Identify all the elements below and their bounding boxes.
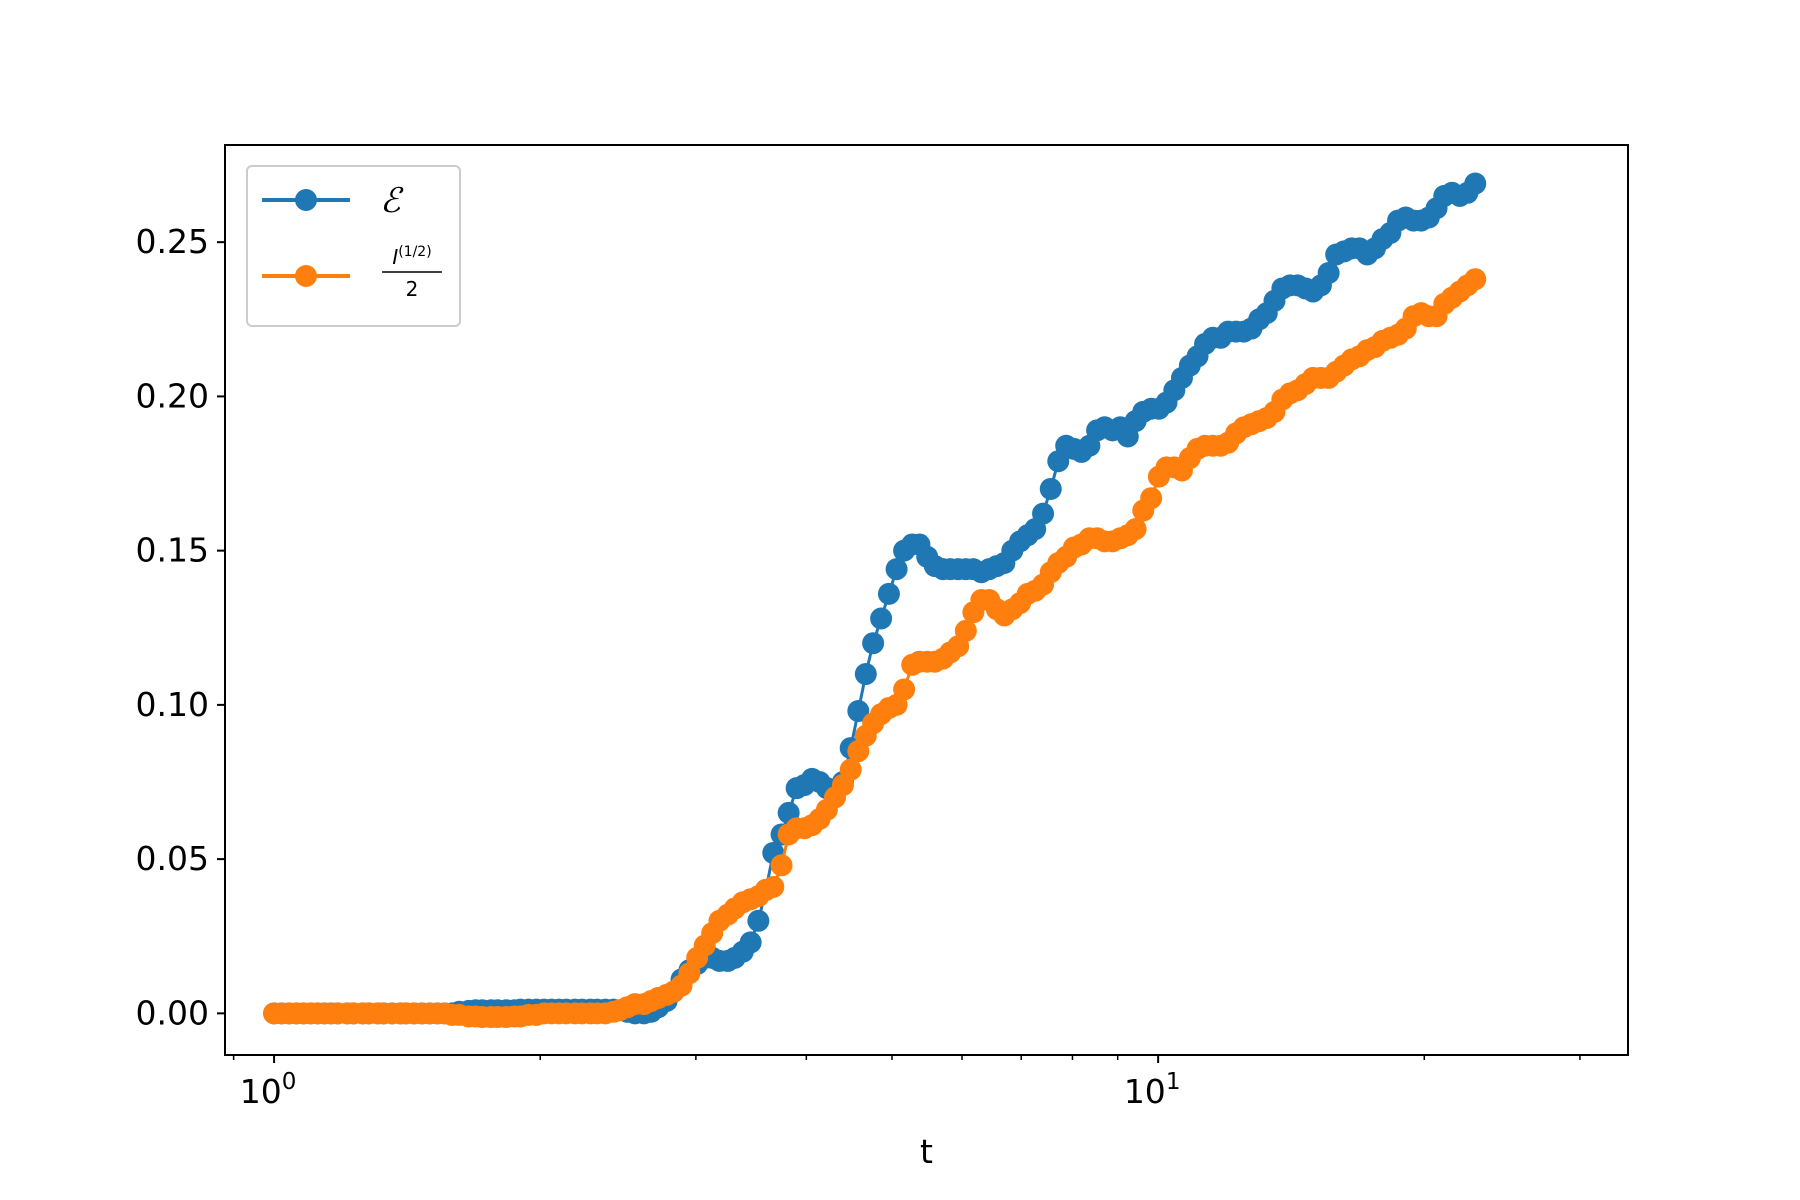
legend-label-i-half: I(1/2) 2 [382,244,442,301]
plot-frame [224,144,1629,1056]
data-point-0-157 [1464,172,1487,195]
y-tick-label-1: 0.05 [136,839,209,878]
series-layer [263,172,1487,1029]
data-point-0-64 [747,909,770,932]
data-point-1-66 [762,875,785,898]
series-1 [263,268,1487,1029]
y-tick-label-5: 0.25 [136,222,209,261]
data-point-1-83 [893,678,916,701]
data-point-1-67 [770,854,793,877]
legend-marker-i-half [295,265,317,287]
x-axis-title: t [920,1132,933,1171]
y-tick-label-0: 0.00 [136,993,209,1032]
x-tick-label-1: 101 [1124,1069,1181,1111]
data-point-0-63 [739,931,762,954]
y-tick-label-2: 0.10 [136,685,209,724]
legend-label-epsilon: ℰ [380,181,404,221]
data-point-0-101 [1032,502,1055,525]
data-point-1-113 [1124,518,1147,541]
data-point-0-138 [1317,262,1340,285]
data-point-0-80 [870,607,893,630]
data-point-0-81 [877,582,900,605]
data-point-1-76 [839,758,862,781]
legend-entry-epsilon: ℰ [262,181,404,221]
legend-entry-i-half: I(1/2) 2 [262,244,442,301]
data-point-0-79 [862,632,885,655]
data-point-1-115 [1140,487,1163,510]
legend: ℰ I(1/2) 2 [246,165,461,327]
data-point-0-102 [1039,477,1062,500]
data-point-1-157 [1464,268,1487,291]
legend-label-denominator: 2 [406,277,419,301]
data-point-0-77 [847,700,870,723]
y-tick-label-4: 0.20 [136,376,209,415]
y-tick-label-3: 0.15 [136,531,209,570]
legend-marker-epsilon [295,189,317,211]
data-point-0-82 [885,558,908,581]
x-axis: 100 101 [232,1055,1581,1111]
y-axis: 0.00 0.05 0.10 0.15 0.20 0.25 [136,222,225,1032]
data-point-0-78 [854,663,877,686]
x-tick-label-0: 100 [240,1069,297,1111]
data-point-1-91 [954,619,977,642]
legend-label-numerator: I(1/2) [392,244,431,269]
